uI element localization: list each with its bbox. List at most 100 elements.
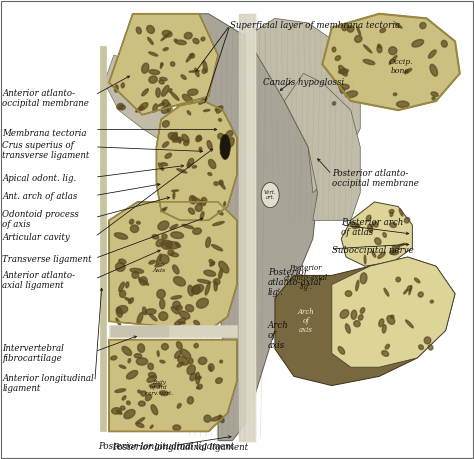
Ellipse shape bbox=[139, 103, 148, 110]
Ellipse shape bbox=[432, 97, 435, 100]
Ellipse shape bbox=[161, 207, 167, 212]
Ellipse shape bbox=[188, 158, 194, 166]
Text: Arch
of
axis: Arch of axis bbox=[268, 320, 289, 350]
Ellipse shape bbox=[197, 384, 202, 389]
Ellipse shape bbox=[398, 243, 405, 246]
Ellipse shape bbox=[160, 64, 162, 68]
Ellipse shape bbox=[213, 279, 220, 285]
Ellipse shape bbox=[389, 209, 394, 213]
Ellipse shape bbox=[174, 351, 181, 358]
Ellipse shape bbox=[170, 224, 178, 229]
Ellipse shape bbox=[137, 221, 140, 224]
Ellipse shape bbox=[177, 362, 184, 367]
Text: Axis: Axis bbox=[152, 269, 165, 273]
Bar bbox=[111, 326, 168, 336]
Polygon shape bbox=[284, 73, 360, 220]
Ellipse shape bbox=[209, 364, 214, 371]
Ellipse shape bbox=[396, 277, 401, 282]
Ellipse shape bbox=[208, 173, 212, 175]
Ellipse shape bbox=[201, 37, 205, 41]
Ellipse shape bbox=[121, 83, 124, 88]
Ellipse shape bbox=[155, 263, 164, 267]
Ellipse shape bbox=[156, 88, 160, 97]
Ellipse shape bbox=[392, 246, 396, 249]
Ellipse shape bbox=[169, 89, 172, 92]
Ellipse shape bbox=[137, 423, 144, 427]
Ellipse shape bbox=[177, 168, 187, 173]
Ellipse shape bbox=[220, 150, 224, 155]
Ellipse shape bbox=[116, 307, 122, 317]
Ellipse shape bbox=[158, 221, 169, 230]
Ellipse shape bbox=[383, 233, 386, 237]
Ellipse shape bbox=[178, 321, 185, 324]
Text: Posterior longitudinal ligament: Posterior longitudinal ligament bbox=[98, 442, 234, 451]
Ellipse shape bbox=[175, 305, 182, 310]
Ellipse shape bbox=[134, 353, 142, 358]
Text: Ant. arch of atlas: Ant. arch of atlas bbox=[2, 192, 78, 201]
Ellipse shape bbox=[404, 218, 410, 223]
Ellipse shape bbox=[399, 208, 403, 216]
Ellipse shape bbox=[395, 23, 402, 28]
Ellipse shape bbox=[175, 242, 181, 247]
Ellipse shape bbox=[168, 133, 178, 140]
Ellipse shape bbox=[193, 39, 199, 44]
Ellipse shape bbox=[171, 133, 177, 139]
Ellipse shape bbox=[130, 269, 144, 273]
Ellipse shape bbox=[190, 373, 196, 381]
Ellipse shape bbox=[204, 415, 211, 422]
Ellipse shape bbox=[338, 69, 348, 74]
Ellipse shape bbox=[161, 32, 171, 41]
Ellipse shape bbox=[162, 85, 169, 96]
Ellipse shape bbox=[162, 234, 167, 239]
Ellipse shape bbox=[219, 261, 229, 273]
Ellipse shape bbox=[342, 23, 348, 31]
Text: Transverse ligament: Transverse ligament bbox=[2, 255, 92, 264]
Ellipse shape bbox=[175, 40, 186, 45]
Ellipse shape bbox=[183, 140, 189, 146]
Ellipse shape bbox=[172, 190, 179, 191]
Ellipse shape bbox=[406, 320, 413, 328]
Ellipse shape bbox=[184, 33, 192, 39]
Ellipse shape bbox=[196, 372, 200, 384]
Ellipse shape bbox=[441, 40, 447, 47]
Ellipse shape bbox=[122, 396, 126, 400]
Ellipse shape bbox=[345, 91, 357, 98]
Ellipse shape bbox=[431, 92, 438, 96]
Ellipse shape bbox=[340, 87, 345, 93]
Ellipse shape bbox=[210, 366, 211, 371]
Ellipse shape bbox=[162, 30, 172, 37]
Ellipse shape bbox=[196, 376, 201, 380]
Ellipse shape bbox=[382, 351, 389, 356]
Polygon shape bbox=[104, 55, 180, 147]
Ellipse shape bbox=[156, 254, 162, 264]
Ellipse shape bbox=[173, 192, 175, 199]
Ellipse shape bbox=[187, 111, 191, 115]
Text: Arch
of
axis: Arch of axis bbox=[297, 308, 314, 335]
Ellipse shape bbox=[128, 358, 131, 363]
Ellipse shape bbox=[420, 22, 426, 29]
Ellipse shape bbox=[391, 315, 394, 318]
Ellipse shape bbox=[171, 296, 182, 299]
Ellipse shape bbox=[200, 200, 205, 206]
Ellipse shape bbox=[190, 54, 195, 58]
Ellipse shape bbox=[396, 246, 400, 249]
Ellipse shape bbox=[347, 26, 354, 32]
Ellipse shape bbox=[197, 136, 202, 140]
Ellipse shape bbox=[149, 70, 160, 74]
Ellipse shape bbox=[126, 282, 129, 288]
Ellipse shape bbox=[137, 344, 145, 353]
Ellipse shape bbox=[391, 250, 399, 255]
Ellipse shape bbox=[162, 208, 166, 211]
Ellipse shape bbox=[171, 307, 179, 314]
Text: Vert.
art.: Vert. art. bbox=[264, 190, 276, 201]
Ellipse shape bbox=[180, 311, 190, 319]
Ellipse shape bbox=[206, 237, 210, 247]
Ellipse shape bbox=[124, 409, 135, 419]
Ellipse shape bbox=[404, 68, 412, 74]
Ellipse shape bbox=[149, 260, 155, 264]
Text: Canalis hypoglossi: Canalis hypoglossi bbox=[263, 78, 344, 87]
Text: Occip.
bone: Occip. bone bbox=[388, 58, 413, 75]
Text: Posterior longitudinal ligament: Posterior longitudinal ligament bbox=[112, 442, 248, 452]
Ellipse shape bbox=[201, 197, 207, 203]
Ellipse shape bbox=[368, 224, 373, 232]
